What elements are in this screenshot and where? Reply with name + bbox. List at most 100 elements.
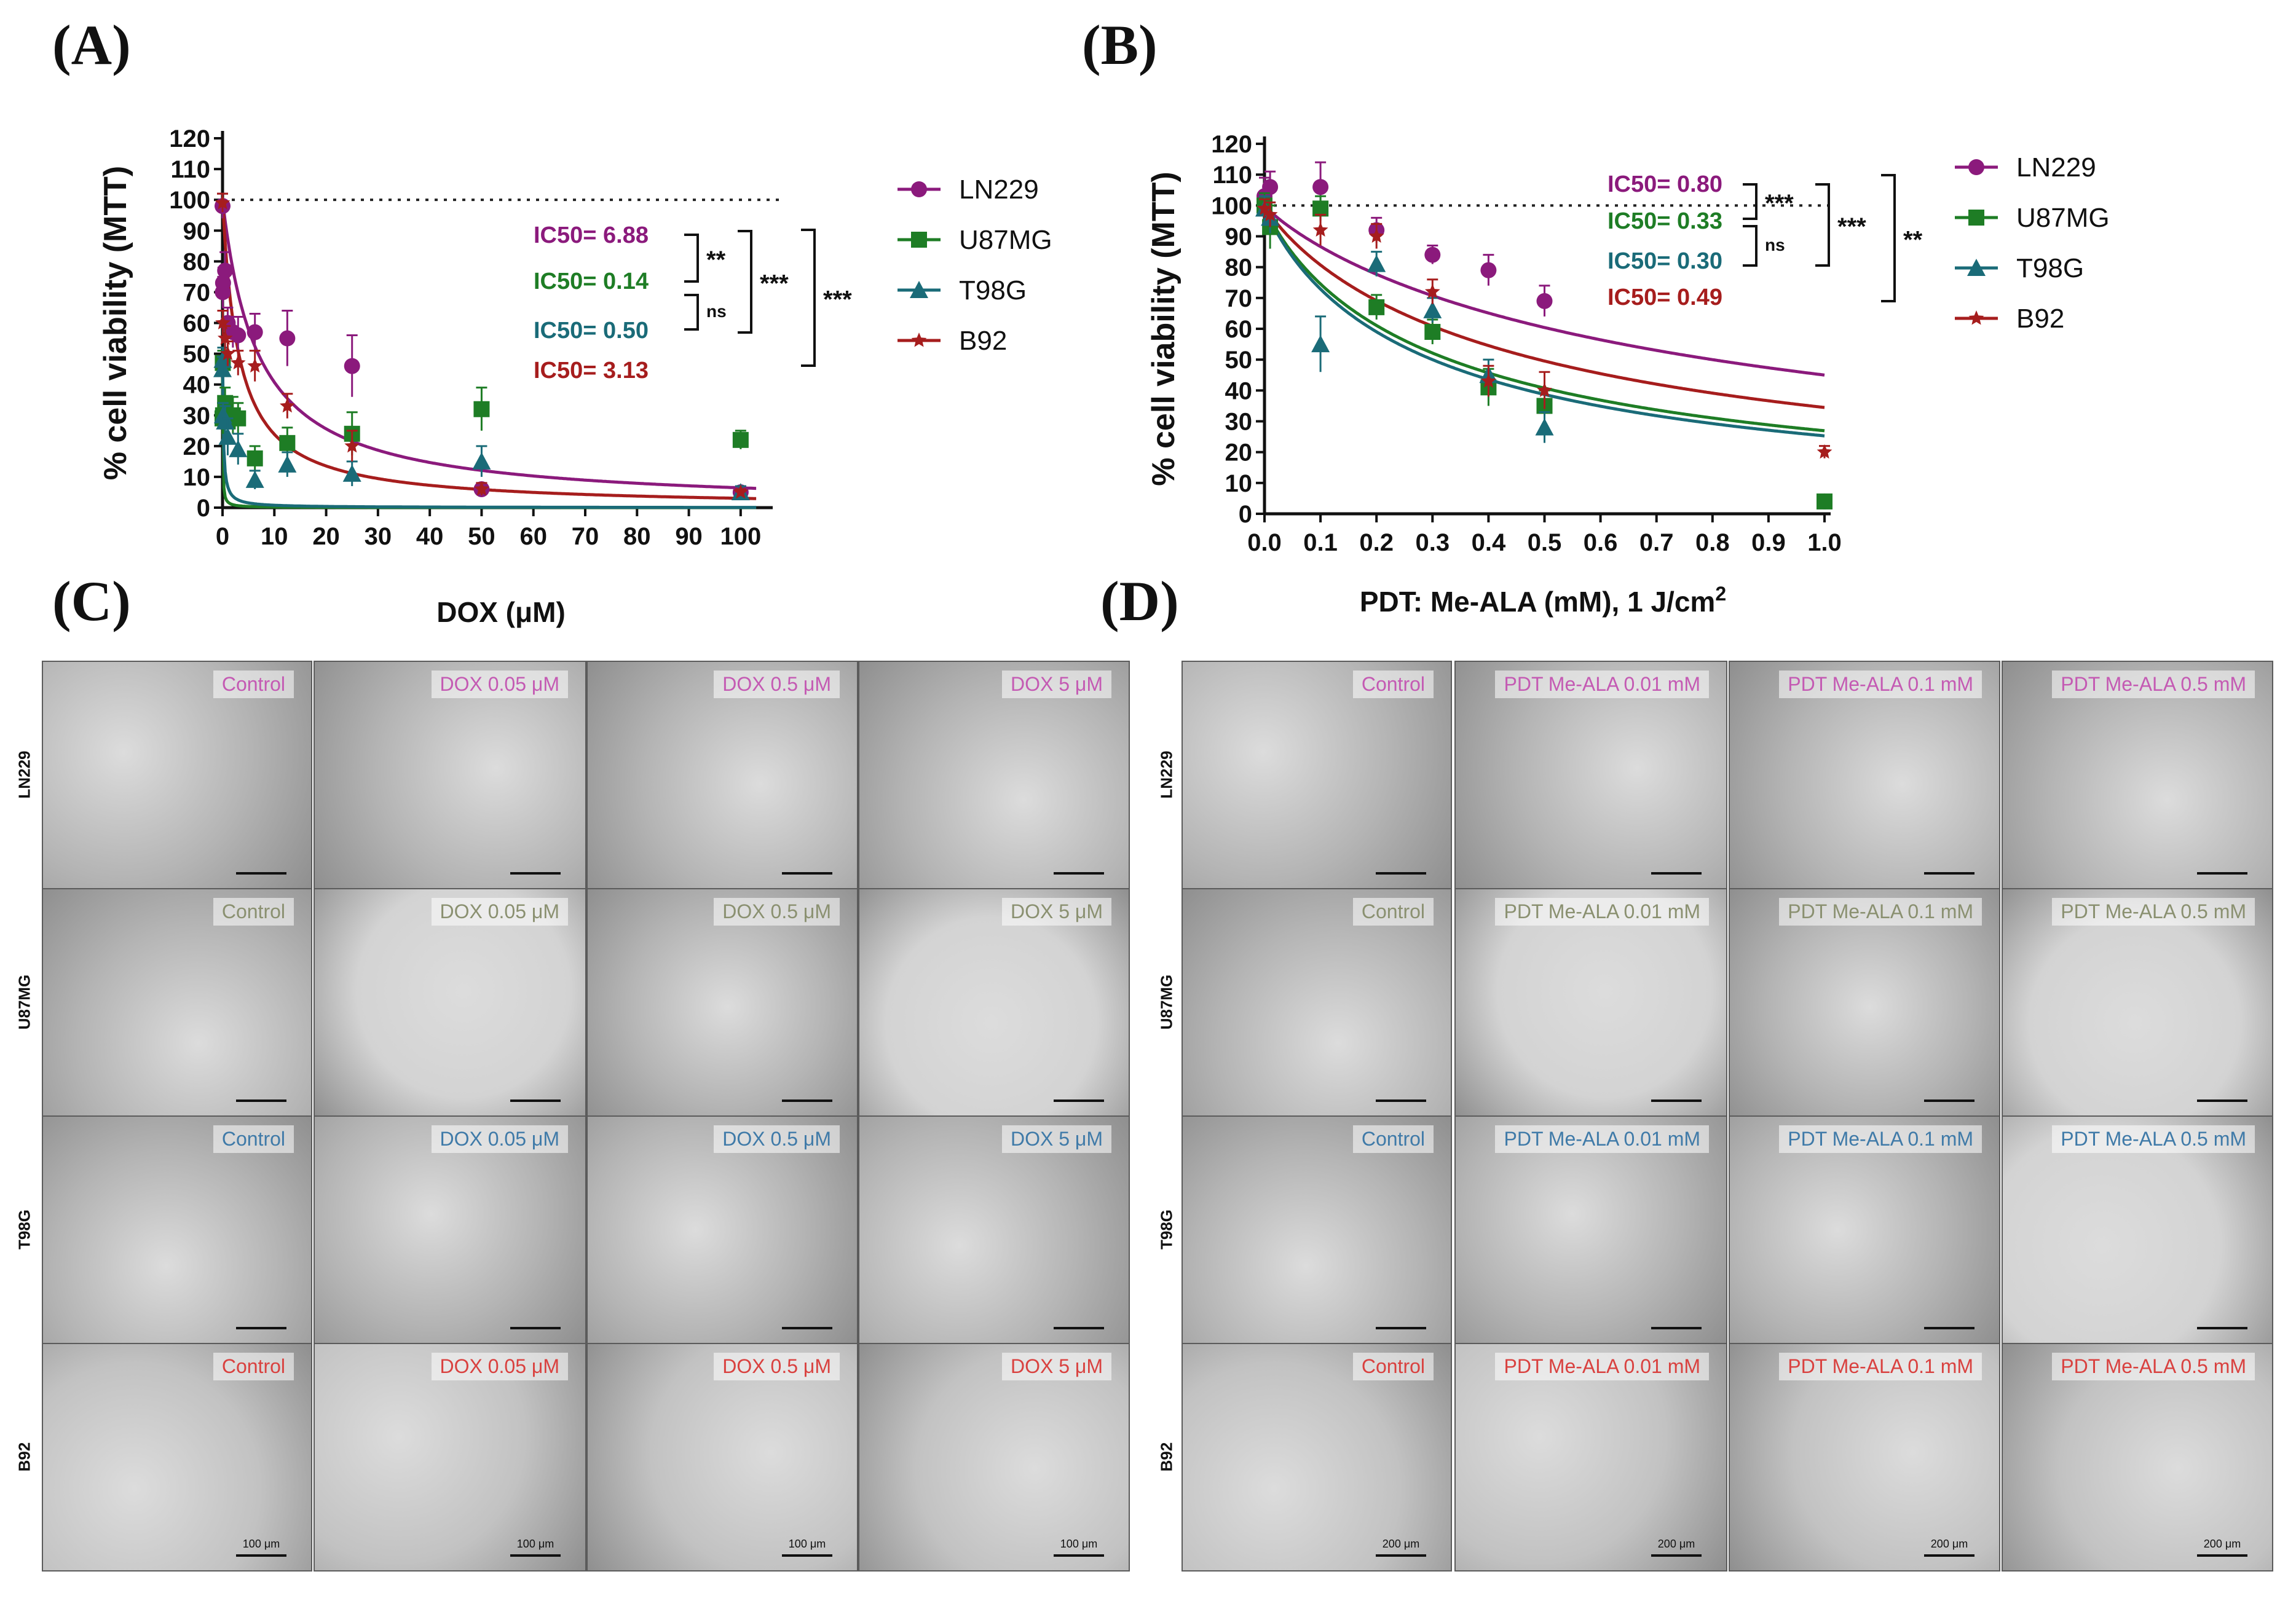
significance-label: **	[706, 246, 726, 273]
ic50-label-u87mg: IC50= 0.14	[534, 269, 649, 294]
y-tick-label: 60	[183, 310, 211, 337]
scale-bar	[510, 872, 561, 875]
micrograph-t98g-2: PDT Me-ALA 0.1 mM	[1729, 1115, 2000, 1344]
micrograph-b92-2: PDT Me-ALA 0.1 mM 200 μm	[1729, 1343, 2000, 1571]
data-point-u87mg	[247, 450, 263, 466]
micrograph-u87mg-3: PDT Me-ALA 0.5 mM	[2002, 888, 2273, 1117]
data-point-b92	[1368, 228, 1384, 243]
scale-bar	[2197, 1327, 2247, 1329]
scale-bar	[1376, 872, 1426, 875]
condition-tag: PDT Me-ALA 0.5 mM	[2052, 898, 2255, 926]
data-point-ln229	[1536, 293, 1553, 309]
legend-marker-t98g	[1967, 259, 1986, 276]
condition-tag: PDT Me-ALA 0.1 mM	[1779, 1125, 1982, 1153]
micrograph-ln229-3: PDT Me-ALA 0.5 mM	[2002, 661, 2273, 889]
x-tick-label: 0.5	[1528, 529, 1562, 556]
condition-tag: DOX 0.5 μM	[714, 1353, 840, 1380]
condition-tag: DOX 0.5 μM	[714, 1125, 840, 1153]
scale-bar	[1924, 1327, 1974, 1329]
y-tick-label: 100	[1211, 192, 1252, 219]
data-point-ln229	[279, 330, 296, 347]
scale-bar	[1054, 1099, 1104, 1102]
data-point-b92	[280, 398, 295, 413]
scale-bar	[1651, 1099, 1702, 1102]
panel-c-micrographs: LN229 Control DOX 0.05 μM DOX 0.5 μM DOX 5 μ…	[0, 661, 1143, 1601]
micrograph-t98g-0: Control	[42, 1115, 312, 1344]
micrograph-u87mg-3: DOX 5 μM	[858, 888, 1130, 1117]
data-point-t98g	[1311, 335, 1330, 353]
micrograph-u87mg-1: PDT Me-ALA 0.01 mM	[1454, 888, 1727, 1117]
condition-tag: DOX 5 μM	[1001, 671, 1111, 698]
scale-bar	[510, 1327, 561, 1329]
y-tick-label: 80	[1225, 254, 1253, 281]
condition-tag: Control	[1352, 898, 1434, 926]
data-point-ln229	[344, 358, 360, 374]
ic50-label-b92: IC50= 0.49	[1608, 285, 1722, 310]
data-point-u87mg	[1424, 324, 1441, 340]
y-tick-label: 90	[1225, 224, 1253, 251]
data-point-t98g	[1423, 301, 1442, 318]
data-point-u87mg	[1817, 493, 1832, 509]
condition-tag: Control	[1352, 671, 1434, 698]
y-tick-label: 70	[183, 279, 211, 306]
scale-bar	[1924, 1099, 1974, 1102]
data-point-b92	[215, 195, 231, 210]
row-label-ln229: LN229	[1157, 750, 1176, 799]
micrograph-ln229-1: DOX 0.05 μM	[314, 661, 586, 889]
y-tick-label: 110	[1212, 162, 1252, 189]
significance-bracket	[1815, 183, 1830, 267]
data-point-b92	[474, 481, 489, 496]
scale-bar	[1924, 872, 1974, 875]
x-tick-label: 70	[572, 523, 599, 550]
data-point-u87mg	[1368, 299, 1385, 315]
legend-label-u87mg: U87MG	[959, 225, 1052, 255]
scale-bar	[510, 1554, 561, 1557]
x-tick-label: 0.1	[1303, 529, 1338, 556]
micrograph-ln229-0: Control	[1182, 661, 1452, 889]
micrograph-t98g-1: PDT Me-ALA 0.01 mM	[1454, 1115, 1727, 1344]
panel-label-d: (D)	[1100, 570, 1179, 632]
x-tick-label: 90	[675, 523, 703, 550]
y-tick-label: 60	[1225, 316, 1253, 343]
y-tick-label: 10	[183, 464, 211, 491]
data-point-t98g	[216, 412, 235, 430]
y-tick-label: 70	[1225, 285, 1253, 312]
fit-curve-ln229	[1263, 204, 1825, 377]
scale-bar-label: 200 μm	[1657, 1538, 1695, 1550]
y-tick-label: 40	[183, 372, 211, 399]
micrograph-t98g-2: DOX 0.5 μM	[586, 1115, 858, 1344]
scale-bar	[782, 872, 832, 875]
y-tick-label: 20	[1225, 439, 1253, 466]
micrograph-t98g-1: DOX 0.05 μM	[314, 1115, 586, 1344]
y-tick-label: 100	[169, 187, 210, 214]
legend-marker-ln229	[911, 181, 927, 197]
y-tick-label: 110	[170, 156, 210, 183]
panel-label-b: (B)	[1082, 14, 1158, 76]
micrograph-b92-3: PDT Me-ALA 0.5 mM 200 μm	[2002, 1343, 2273, 1571]
row-label-u87mg: U87MG	[1157, 974, 1176, 1030]
x-tick-label: 100	[720, 523, 761, 550]
scale-bar	[236, 1554, 286, 1557]
data-point-t98g	[1535, 418, 1554, 436]
condition-tag: PDT Me-ALA 0.5 mM	[2052, 1125, 2255, 1153]
data-point-ln229	[247, 324, 263, 340]
x-tick-label: 40	[416, 523, 444, 550]
micrograph-ln229-1: PDT Me-ALA 0.01 mM	[1454, 661, 1727, 889]
y-tick-label: 120	[1211, 131, 1252, 158]
scale-bar-label: 200 μm	[2203, 1538, 2241, 1550]
data-point-b92	[344, 438, 360, 453]
data-point-t98g	[245, 470, 264, 488]
micrograph-u87mg-0: Control	[1182, 888, 1452, 1117]
significance-bracket	[738, 230, 752, 334]
micrograph-b92-0: Control 200 μm	[1182, 1343, 1452, 1571]
micrograph-ln229-3: DOX 5 μM	[858, 661, 1130, 889]
micrograph-u87mg-2: PDT Me-ALA 0.1 mM	[1729, 888, 2000, 1117]
scale-bar	[2197, 1099, 2247, 1102]
micrograph-b92-2: DOX 0.5 μM 100 μm	[586, 1343, 858, 1571]
row-label-b92: B92	[1157, 1442, 1176, 1472]
condition-tag: Control	[1352, 1353, 1434, 1380]
micrograph-u87mg-1: DOX 0.05 μM	[314, 888, 586, 1117]
data-point-u87mg	[732, 431, 749, 448]
ic50-label-ln229: IC50= 6.88	[534, 222, 649, 248]
condition-tag: DOX 0.05 μM	[431, 1353, 568, 1380]
